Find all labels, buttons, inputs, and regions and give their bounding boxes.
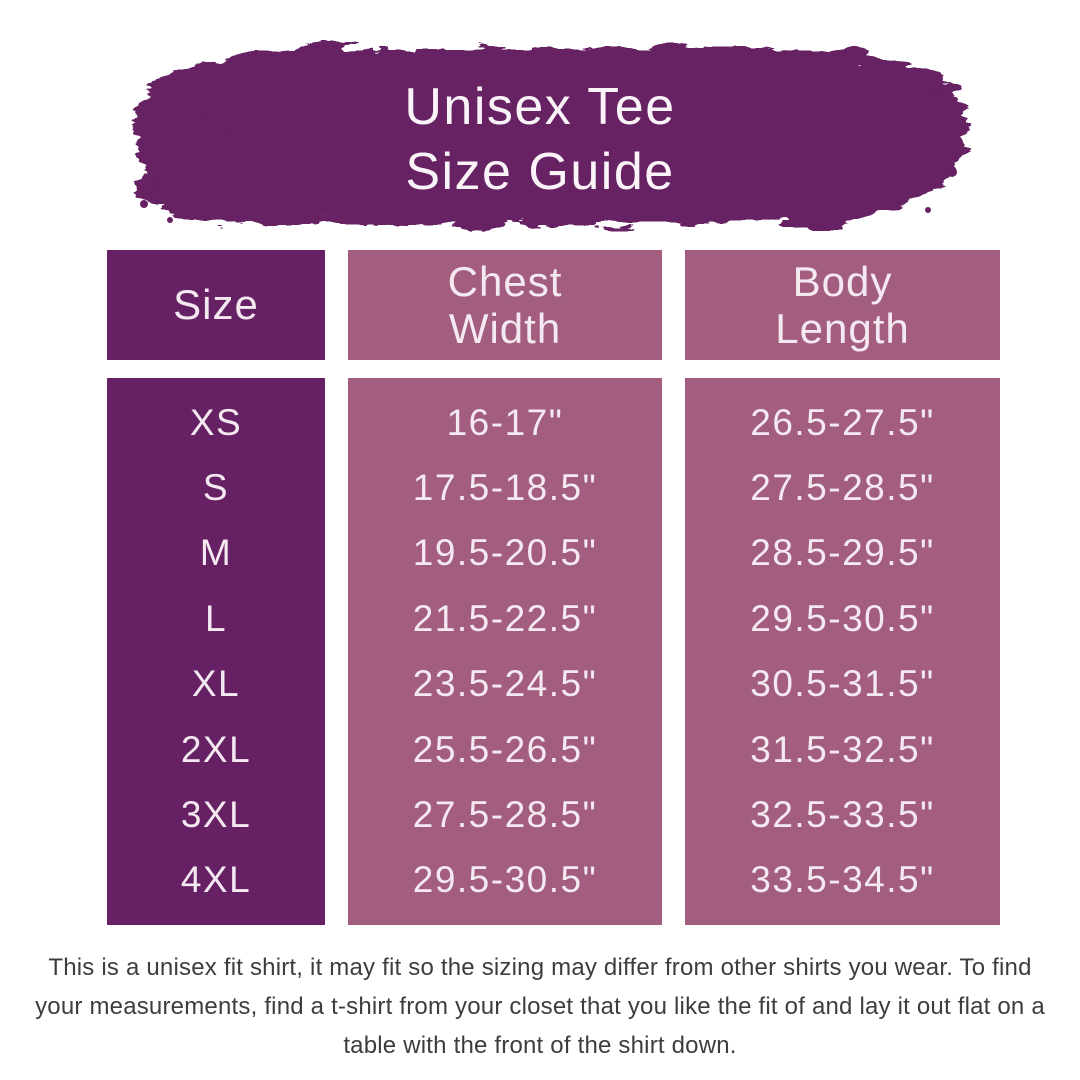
- body-length-cell: 30.5-31.5": [750, 663, 935, 705]
- chest-width-cell: 29.5-30.5": [412, 859, 598, 901]
- column-header-chest-width-label: Chest Width: [447, 257, 563, 352]
- body-length-cell: 31.5-32.5": [750, 728, 935, 770]
- body-length-cell: 29.5-30.5": [750, 597, 935, 639]
- size-cell: S: [202, 467, 230, 509]
- size-cell: 3XL: [180, 793, 252, 835]
- chest-width-column-body: 16-17" 17.5-18.5" 19.5-20.5" 21.5-22.5" …: [348, 378, 662, 925]
- size-cell: M: [199, 532, 233, 574]
- column-header-size-label: Size: [173, 281, 259, 329]
- title-line-1: Unisex Tee: [404, 77, 676, 136]
- title-line-2: Size Guide: [405, 142, 675, 201]
- chest-width-cell: 23.5-24.5": [412, 663, 598, 705]
- fit-note: This is a unisex fit shirt, it may fit s…: [35, 954, 1045, 1059]
- size-column: Size XS S M L XL 2XL 3XL 4XL: [107, 250, 325, 925]
- body-length-column-body: 26.5-27.5" 27.5-28.5" 28.5-29.5" 29.5-30…: [685, 378, 1000, 925]
- size-table: Size XS S M L XL 2XL 3XL 4XL Chest Width…: [107, 250, 1003, 925]
- brush-stroke-background: [130, 48, 963, 225]
- column-header-body-length-label: Body Length: [775, 257, 910, 352]
- body-length-cell: 28.5-29.5": [750, 532, 935, 574]
- column-header-size: Size: [107, 250, 325, 360]
- column-header-body-length: Body Length: [685, 250, 1000, 360]
- body-length-cell: 27.5-28.5": [750, 467, 935, 509]
- body-length-cell: 26.5-27.5": [750, 401, 935, 443]
- header-banner: Unisex Tee Size Guide: [100, 32, 980, 247]
- column-header-chest-width: Chest Width: [348, 250, 662, 360]
- chest-width-cell: 27.5-28.5": [412, 793, 598, 835]
- page-title: Unisex Tee Size Guide: [100, 32, 980, 247]
- chest-width-cell: 19.5-20.5": [412, 532, 598, 574]
- size-column-body: XS S M L XL 2XL 3XL 4XL: [107, 378, 325, 925]
- body-length-column: Body Length 26.5-27.5" 27.5-28.5" 28.5-2…: [685, 250, 1000, 925]
- size-cell: XS: [189, 401, 243, 443]
- body-length-cell: 32.5-33.5": [750, 793, 935, 835]
- size-cell: 4XL: [180, 859, 252, 901]
- chest-width-cell: 25.5-26.5": [412, 728, 598, 770]
- chest-width-column: Chest Width 16-17" 17.5-18.5" 19.5-20.5"…: [348, 250, 662, 925]
- chest-width-cell: 16-17": [446, 401, 564, 443]
- size-cell: XL: [191, 663, 241, 705]
- size-cell: 2XL: [180, 728, 252, 770]
- body-length-cell: 33.5-34.5": [750, 859, 935, 901]
- size-cell: L: [204, 597, 228, 639]
- chest-width-cell: 21.5-22.5": [412, 597, 598, 639]
- chest-width-cell: 17.5-18.5": [412, 467, 598, 509]
